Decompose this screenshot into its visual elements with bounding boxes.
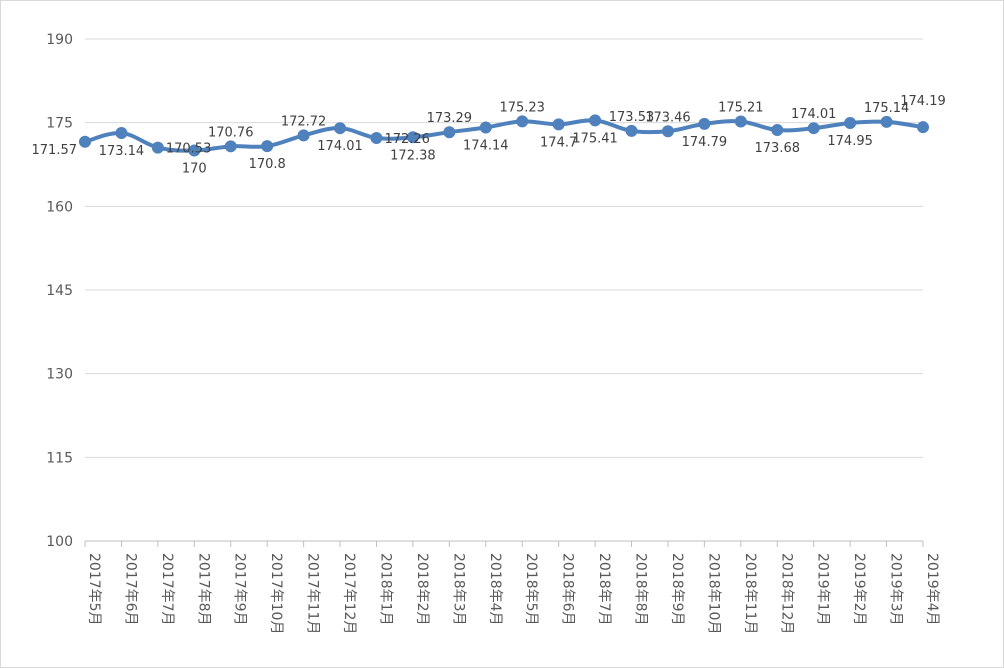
- y-tick-label: 145: [46, 283, 73, 299]
- data-label: 172.26: [384, 132, 430, 147]
- data-label: 174.14: [463, 138, 509, 153]
- data-point: [261, 140, 274, 153]
- data-label: 173.29: [427, 111, 473, 126]
- data-label: 170.8: [249, 157, 286, 172]
- x-tick-label: 2018年10月: [705, 553, 721, 634]
- data-label: 174.79: [682, 135, 728, 150]
- data-point: [224, 140, 237, 153]
- data-label: 170.53: [166, 142, 212, 157]
- data-point: [79, 135, 91, 148]
- data-label: 175.23: [499, 100, 545, 115]
- data-label: 172.72: [281, 114, 327, 129]
- x-tick-label: 2019年4月: [924, 553, 940, 626]
- data-label: 174.01: [791, 107, 837, 122]
- label-layer: 171.57 173.14 170.53 170 170.76 170.8 172.72 17…: [32, 94, 946, 176]
- x-tick-label: 2017年8月: [195, 553, 211, 626]
- data-label: 170.76: [208, 125, 254, 140]
- data-label: 174.19: [900, 94, 946, 109]
- x-tick-label: 2017年12月: [341, 553, 357, 634]
- y-tick-label: 115: [46, 450, 73, 466]
- data-point: [334, 122, 347, 135]
- data-point: [443, 126, 456, 139]
- data-point: [844, 116, 857, 129]
- x-tick-label: 2017年7月: [159, 553, 175, 626]
- data-point: [771, 124, 784, 137]
- data-label: 175.21: [718, 100, 764, 115]
- data-point: [589, 114, 602, 127]
- x-tick-label: 2018年8月: [633, 553, 649, 626]
- data-label: 172.38: [390, 148, 436, 163]
- data-point: [151, 141, 164, 154]
- data-point: [516, 115, 529, 128]
- data-point: [115, 127, 128, 140]
- data-label: 173.53: [609, 110, 655, 125]
- data-label: 171.57: [32, 143, 78, 158]
- series-layer: [79, 114, 929, 157]
- x-tick-label: 2017年10月: [268, 553, 284, 634]
- x-tick-label: 2018年11月: [742, 553, 758, 634]
- axis-layer: 100 115 130 145 160 175 190 2017年5月 2017年6月 2017年…: [46, 32, 940, 634]
- x-tick-label: 2017年5月: [86, 553, 102, 626]
- data-label: 174.7: [540, 135, 577, 150]
- x-tick-label: 2018年5月: [523, 553, 539, 626]
- x-tick-label: 2018年12月: [778, 553, 794, 634]
- data-label: 175.41: [572, 131, 618, 146]
- data-label: 175.14: [864, 101, 910, 116]
- data-point: [297, 129, 310, 142]
- data-point: [917, 121, 929, 134]
- data-point: [552, 118, 565, 131]
- x-tick-label: 2018年7月: [596, 553, 612, 626]
- data-label: 174.01: [317, 139, 363, 154]
- data-label: 170: [182, 162, 207, 177]
- x-tick-label: 2018年1月: [377, 553, 393, 626]
- x-tick-label: 2017年11月: [305, 553, 321, 634]
- data-point: [880, 115, 893, 128]
- data-label: 174.95: [827, 134, 873, 149]
- x-tick-label: 2017年6月: [122, 553, 138, 626]
- data-point: [479, 121, 492, 134]
- y-tick-label: 100: [46, 534, 73, 550]
- x-tick-label: 2018年2月: [414, 553, 430, 626]
- x-tick-label: 2018年6月: [560, 553, 576, 626]
- data-label: 173.68: [755, 141, 801, 156]
- data-point: [734, 115, 747, 128]
- data-point: [661, 125, 674, 138]
- data-label: 173.46: [645, 110, 691, 125]
- x-tick-label: 2019年1月: [815, 553, 831, 626]
- y-tick-label: 130: [46, 367, 73, 383]
- data-point: [625, 124, 638, 137]
- data-point: [370, 131, 383, 144]
- y-tick-label: 190: [46, 32, 73, 48]
- x-tick-label: 2018年9月: [669, 553, 685, 626]
- data-point: [406, 131, 419, 144]
- y-tick-label: 175: [46, 116, 73, 132]
- x-tick-label: 2019年3月: [888, 553, 904, 626]
- x-tick-label: 2018年3月: [450, 553, 466, 626]
- data-point: [698, 117, 711, 130]
- x-tick-label: 2018年4月: [487, 553, 503, 626]
- data-point: [807, 122, 820, 135]
- data-point: [188, 144, 201, 157]
- data-label: 173.14: [99, 144, 145, 159]
- y-tick-label: 160: [46, 199, 73, 215]
- x-tick-label: 2017年9月: [232, 553, 248, 626]
- x-tick-label: 2019年2月: [851, 553, 867, 626]
